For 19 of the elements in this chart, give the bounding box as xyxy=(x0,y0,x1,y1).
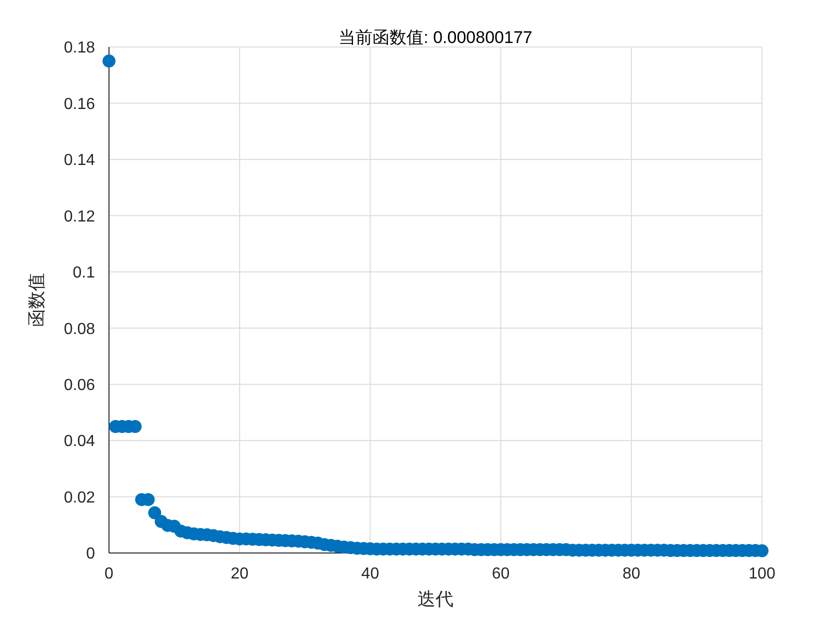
y-tick-label: 0.14 xyxy=(64,152,96,170)
x-tick-label: 100 xyxy=(748,565,776,582)
y-tick-label: 0.12 xyxy=(64,208,96,226)
x-tick-label: 60 xyxy=(492,565,510,582)
y-tick-label: 0.06 xyxy=(64,377,96,394)
y-tick-label: 0.04 xyxy=(64,433,96,450)
y-tick-label: 0.18 xyxy=(64,40,96,57)
x-axis-title: 迭代 xyxy=(418,589,454,609)
y-tick-label: 0 xyxy=(86,546,96,563)
y-tick-label: 0.08 xyxy=(64,320,96,338)
x-tick-label: 80 xyxy=(622,565,640,582)
x-tick-label: 0 xyxy=(104,565,114,582)
y-tick-label: 0.1 xyxy=(72,264,96,282)
x-tick-label: 20 xyxy=(230,565,249,582)
y-tick-label: 0.16 xyxy=(64,96,96,113)
y-axis-title: 函数值 xyxy=(26,273,46,327)
x-tick-label: 40 xyxy=(361,565,380,582)
y-tick-label: 0.02 xyxy=(64,489,96,506)
chart-title: 当前函数值: 0.000800177 xyxy=(338,27,534,49)
